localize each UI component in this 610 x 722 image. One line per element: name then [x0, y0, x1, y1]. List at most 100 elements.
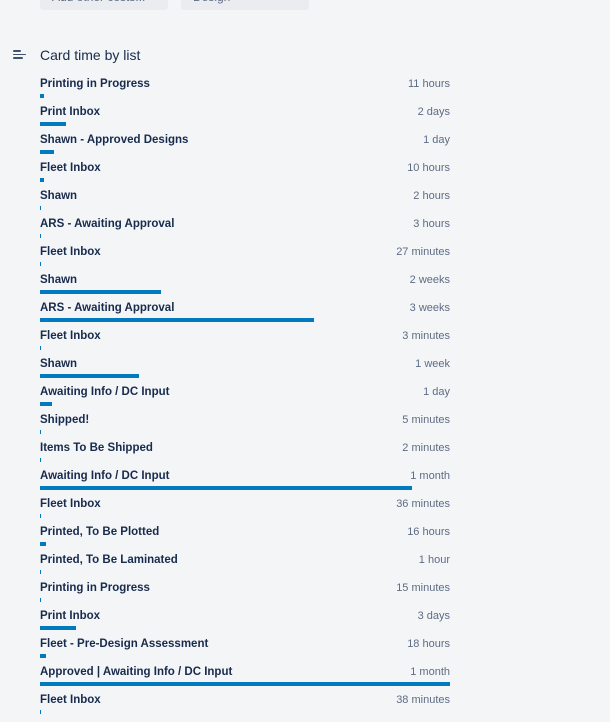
list-time-row: Items To Be Shipped 2 minutes: [40, 442, 450, 470]
duration-bar: [40, 654, 46, 658]
list-name: Fleet Inbox: [40, 330, 101, 342]
duration-bar-track: [40, 346, 450, 350]
duration-bar-track: [40, 150, 450, 154]
list-time-row: Printed, To Be Plotted 16 hours: [40, 526, 450, 554]
list-duration: 3 hours: [413, 218, 450, 230]
list-name: Printing in Progress: [40, 78, 150, 90]
list-duration: 1 month: [410, 666, 450, 678]
list-name: Fleet - Pre-Design Assessment: [40, 638, 209, 650]
duration-bar: [40, 402, 52, 406]
card-time-by-list-section: Card time by list Printing in Progress 11…: [0, 44, 610, 714]
duration-bar: [40, 290, 161, 294]
list-time-row: Approved | Awaiting Info / DC Input 1 mon…: [40, 666, 450, 694]
list-name: Printed, To Be Plotted: [40, 526, 160, 538]
duration-bar-track: [40, 430, 450, 434]
duration-bar-track: [40, 514, 450, 518]
list-time-row: ARS - Awaiting Approval 3 hours: [40, 218, 450, 246]
list-name: Print Inbox: [40, 610, 101, 622]
list-name: Fleet Inbox: [40, 162, 101, 174]
duration-bar: [40, 234, 41, 238]
list-duration: 3 minutes: [402, 330, 450, 342]
list-duration: 1 day: [423, 134, 450, 146]
list-duration: 11 hours: [408, 78, 450, 90]
duration-bar-track: [40, 122, 450, 126]
duration-bar: [40, 458, 41, 462]
list-duration: 38 minutes: [396, 694, 450, 706]
duration-bar: [40, 626, 76, 630]
list-duration: 2 weeks: [409, 274, 450, 286]
list-duration: 5 minutes: [402, 414, 450, 426]
duration-bar: [40, 542, 46, 546]
duration-bar: [40, 710, 41, 714]
duration-bar: [40, 430, 41, 434]
list-name: Awaiting Info / DC Input: [40, 386, 170, 398]
duration-bar-track: [40, 682, 450, 686]
duration-bar: [40, 122, 66, 126]
duration-bar: [40, 318, 314, 322]
list-name: Shawn: [40, 358, 78, 370]
list-name: Fleet Inbox: [40, 246, 101, 258]
duration-bar-track: [40, 486, 450, 490]
duration-bar-track: [40, 234, 450, 238]
list-name: Awaiting Info / DC Input: [40, 470, 170, 482]
list-time-row: Awaiting Info / DC Input 1 month: [40, 470, 450, 498]
list-name: Items To Be Shipped: [40, 442, 153, 454]
list-time-row: Fleet Inbox 10 hours: [40, 162, 450, 190]
list-duration: 36 minutes: [396, 498, 450, 510]
list-name: ARS - Awaiting Approval: [40, 218, 175, 230]
list-duration: 18 hours: [407, 638, 450, 650]
list-duration: 10 hours: [407, 162, 450, 174]
duration-bar-track: [40, 262, 450, 266]
duration-bar: [40, 682, 450, 686]
add-other-costs-field[interactable]: Add other costs...: [40, 0, 168, 10]
list-time-row: Fleet Inbox 38 minutes: [40, 694, 450, 722]
list-time-row: Print Inbox 2 days: [40, 106, 450, 134]
list-duration: 15 minutes: [396, 582, 450, 594]
list-time-row: Printing in Progress 11 hours: [40, 78, 450, 106]
list-time-row: Shawn - Approved Designs 1 day: [40, 134, 450, 162]
section-header: Card time by list: [0, 44, 610, 68]
design-field[interactable]: Design: [181, 0, 309, 10]
list-time-row: Fleet Inbox 27 minutes: [40, 246, 450, 274]
list-time-row: ARS - Awaiting Approval 3 weeks: [40, 302, 450, 330]
list-duration: 2 minutes: [402, 442, 450, 454]
list-name: Printing in Progress: [40, 582, 150, 594]
list-time-row: Print Inbox 3 days: [40, 610, 450, 638]
duration-bar: [40, 570, 41, 574]
list-name: Approved | Awaiting Info / DC Input: [40, 666, 233, 678]
list-name: Print Inbox: [40, 106, 101, 118]
duration-bar: [40, 206, 41, 210]
duration-bar: [40, 598, 41, 602]
list-duration: 2 hours: [413, 190, 450, 202]
list-time-row: Printing in Progress 15 minutes: [40, 582, 450, 610]
list-time-row: Shawn 1 week: [40, 358, 450, 386]
duration-bar-track: [40, 598, 450, 602]
list-duration: 3 days: [417, 610, 450, 622]
duration-bar: [40, 374, 139, 378]
duration-bar-track: [40, 710, 450, 714]
list-name: Fleet Inbox: [40, 694, 101, 706]
duration-bar-track: [40, 374, 450, 378]
list-time-row: Fleet - Pre-Design Assessment 18 hours: [40, 638, 450, 666]
duration-bar: [40, 262, 41, 266]
list-time-row: Printed, To Be Laminated 1 hour: [40, 554, 450, 582]
duration-bar-track: [40, 458, 450, 462]
list-duration: 1 month: [410, 470, 450, 482]
list-time-row: Awaiting Info / DC Input 1 day: [40, 386, 450, 414]
list-name: Fleet Inbox: [40, 498, 101, 510]
list-time-row: Fleet Inbox 3 minutes: [40, 330, 450, 358]
list-time-row: Fleet Inbox 36 minutes: [40, 498, 450, 526]
list-duration: 27 minutes: [396, 246, 450, 258]
duration-bar-track: [40, 290, 450, 294]
section-title: Card time by list: [40, 47, 141, 63]
top-fields: Add other costs... Design: [40, 0, 309, 10]
list-duration: 1 week: [415, 358, 450, 370]
duration-bar: [40, 178, 44, 182]
duration-bar-track: [40, 178, 450, 182]
duration-bar: [40, 486, 412, 490]
duration-bar: [40, 94, 44, 98]
duration-bar: [40, 150, 54, 154]
duration-bar-track: [40, 626, 450, 630]
list-time-row: Shipped! 5 minutes: [40, 414, 450, 442]
duration-bar-track: [40, 570, 450, 574]
